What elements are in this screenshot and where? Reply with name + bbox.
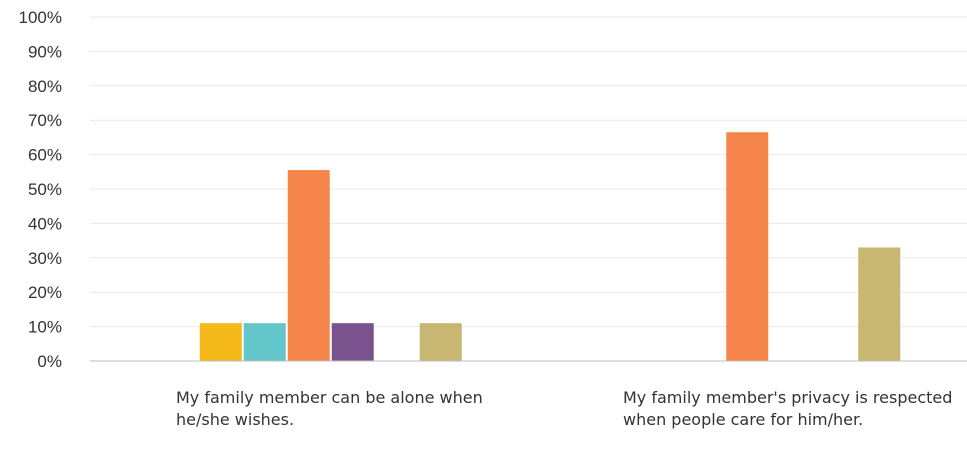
y-tick-label: 70% xyxy=(28,111,62,130)
bar xyxy=(287,170,330,361)
y-tick-label: 20% xyxy=(28,283,62,302)
y-tick-label: 40% xyxy=(28,214,62,233)
y-tick-label: 100% xyxy=(19,8,62,27)
y-tick-label: 0% xyxy=(37,352,62,371)
y-tick-label: 80% xyxy=(28,77,62,96)
gridlines xyxy=(90,16,967,328)
bar xyxy=(199,323,242,361)
y-tick-label: 10% xyxy=(28,318,62,337)
y-tick-label: 50% xyxy=(28,180,62,199)
bars xyxy=(199,132,901,361)
bar xyxy=(331,323,374,361)
y-tick-label: 90% xyxy=(28,42,62,61)
bar xyxy=(858,247,901,361)
category-label: My family member's privacy is respected … xyxy=(623,388,953,429)
bar xyxy=(243,323,286,361)
category-label: My family member can be alone when he/sh… xyxy=(176,388,483,429)
y-tick-label: 60% xyxy=(28,146,62,165)
bar xyxy=(726,132,769,361)
y-tick-label: 30% xyxy=(28,249,62,268)
y-axis-ticks: 0% 10% 20% 30% 40% 50% 60% 70% 80% 90% 100% xyxy=(19,8,62,371)
bar xyxy=(419,323,462,361)
